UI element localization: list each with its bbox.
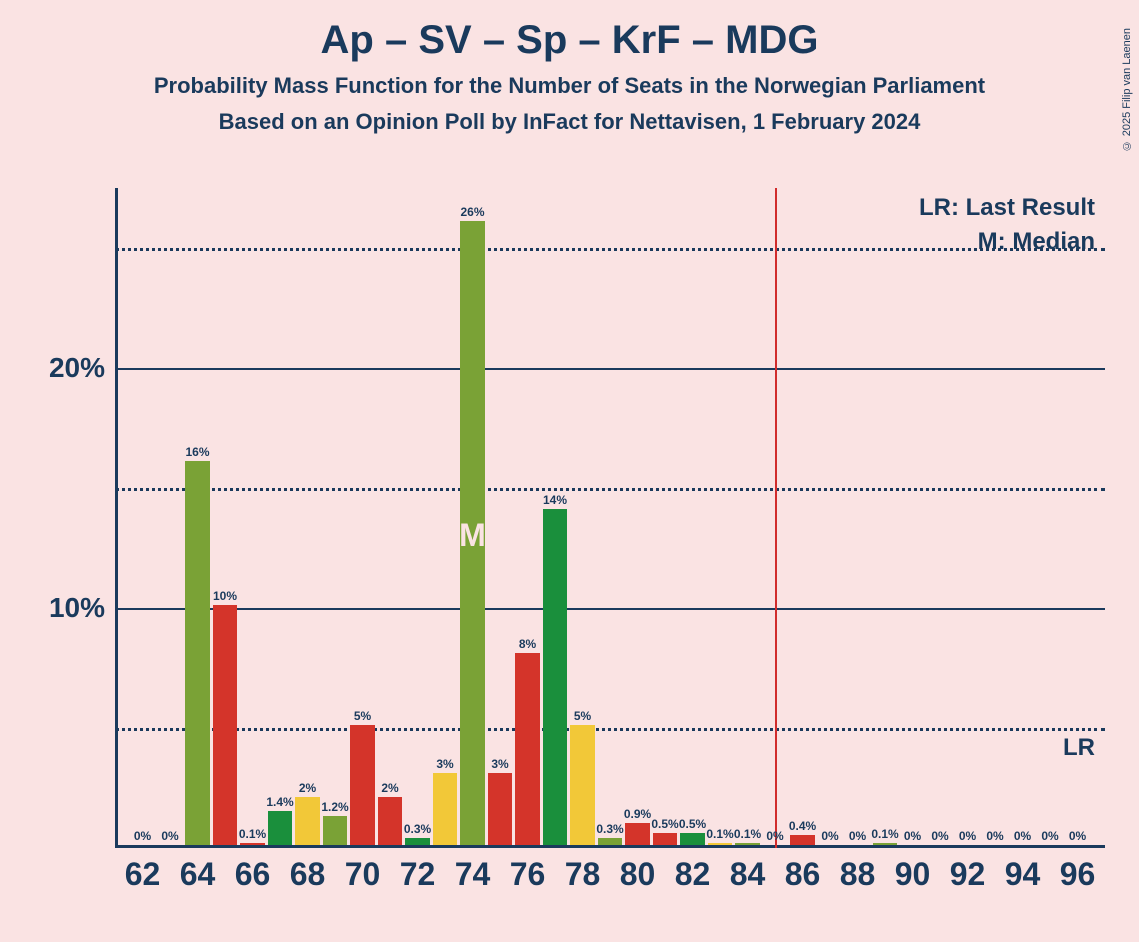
- grid-line-minor: [115, 248, 1105, 251]
- chart-subtitle-2: Based on an Opinion Poll by InFact for N…: [0, 109, 1139, 135]
- bar-value-label: 0%: [134, 829, 151, 843]
- x-axis-label: 92: [950, 856, 986, 893]
- bar-value-label: 0%: [766, 829, 783, 843]
- x-axis-label: 84: [730, 856, 766, 893]
- x-axis-label: 82: [675, 856, 711, 893]
- median-marker: M: [459, 517, 486, 554]
- bar: [873, 843, 898, 845]
- bar: [653, 833, 678, 845]
- bar: [708, 843, 733, 845]
- bar-value-label: 0%: [161, 829, 178, 843]
- bar-value-label: 16%: [185, 445, 209, 459]
- bar-value-label: 1.4%: [266, 795, 293, 809]
- bar-value-label: 10%: [213, 589, 237, 603]
- bar-value-label: 0%: [1014, 829, 1031, 843]
- bar-value-label: 0%: [986, 829, 1003, 843]
- grid-line: [115, 368, 1105, 370]
- x-axis-label: 74: [455, 856, 491, 893]
- y-axis-label: 10%: [49, 592, 105, 624]
- chart-plot-area: LR: Last Result M: Median 10%20%LR0%0%16…: [115, 188, 1105, 848]
- bar-value-label: 0.5%: [651, 817, 678, 831]
- bar-value-label: 0.5%: [679, 817, 706, 831]
- bar: [405, 838, 430, 845]
- bar-value-label: 3%: [491, 757, 508, 771]
- bar: [515, 653, 540, 845]
- bar-value-label: 0.4%: [789, 819, 816, 833]
- bar-value-label: 0%: [1069, 829, 1086, 843]
- x-axis-label: 80: [620, 856, 656, 893]
- x-axis-label: 78: [565, 856, 601, 893]
- bar: [295, 797, 320, 845]
- x-axis-label: 90: [895, 856, 931, 893]
- x-axis-label: 66: [235, 856, 271, 893]
- bar: [625, 823, 650, 845]
- bar-value-label: 1.2%: [321, 800, 348, 814]
- bar-value-label: 0%: [1041, 829, 1058, 843]
- x-axis-label: 64: [180, 856, 216, 893]
- bar-value-label: 0.1%: [706, 827, 733, 841]
- bar-value-label: 0%: [959, 829, 976, 843]
- bar: [543, 509, 568, 845]
- bar-value-label: 2%: [299, 781, 316, 795]
- bar-value-label: 0.1%: [871, 827, 898, 841]
- bar: [488, 773, 513, 845]
- x-axis-label: 94: [1005, 856, 1041, 893]
- copyright-text: © 2025 Filip van Laenen: [1121, 28, 1133, 151]
- x-axis-label: 86: [785, 856, 821, 893]
- bar-value-label: 0.3%: [596, 822, 623, 836]
- bar-value-label: 5%: [354, 709, 371, 723]
- bar-value-label: 0.1%: [734, 827, 761, 841]
- grid-line: [115, 608, 1105, 610]
- x-axis-label: 72: [400, 856, 436, 893]
- last-result-line: [775, 188, 777, 848]
- bar: [433, 773, 458, 845]
- bar: [240, 843, 265, 845]
- chart-title: Ap – SV – Sp – KrF – MDG: [0, 18, 1139, 63]
- bar-value-label: 0%: [904, 829, 921, 843]
- bar: [680, 833, 705, 845]
- x-axis-label: 70: [345, 856, 381, 893]
- x-axis-label: 68: [290, 856, 326, 893]
- bar: [790, 835, 815, 845]
- x-axis-label: 62: [125, 856, 161, 893]
- bar: [570, 725, 595, 845]
- bar-value-label: 0.3%: [404, 822, 431, 836]
- x-axis-label: 96: [1060, 856, 1096, 893]
- bar-value-label: 5%: [574, 709, 591, 723]
- x-axis: [115, 845, 1105, 848]
- bar: [323, 816, 348, 845]
- bar-value-label: 8%: [519, 637, 536, 651]
- legend-lr: LR: Last Result: [919, 194, 1095, 222]
- bar-value-label: 0%: [931, 829, 948, 843]
- bar: [598, 838, 623, 845]
- bar: [350, 725, 375, 845]
- bar-value-label: 0%: [849, 829, 866, 843]
- lr-marker: LR: [1063, 734, 1095, 762]
- chart-subtitle-1: Probability Mass Function for the Number…: [0, 73, 1139, 99]
- bar-value-label: 14%: [543, 493, 567, 507]
- bar: [268, 811, 293, 845]
- legend-median: M: Median: [978, 228, 1095, 256]
- y-axis: [115, 188, 118, 848]
- x-axis-label: 76: [510, 856, 546, 893]
- bar-value-label: 2%: [381, 781, 398, 795]
- bar: [185, 461, 210, 845]
- bar-value-label: 0.1%: [239, 827, 266, 841]
- bar: [378, 797, 403, 845]
- bar-value-label: 0%: [821, 829, 838, 843]
- bar-value-label: 26%: [460, 205, 484, 219]
- bar: [735, 843, 760, 845]
- grid-line-minor: [115, 488, 1105, 491]
- y-axis-label: 20%: [49, 352, 105, 384]
- x-axis-label: 88: [840, 856, 876, 893]
- grid-line-minor: [115, 728, 1105, 731]
- x-axis-labels: 62 64 66 68 70 72 74 76 78 80 82 84 86 88 90 92 94 96: [115, 856, 1105, 906]
- bar: [213, 605, 238, 845]
- bar-value-label: 0.9%: [624, 807, 651, 821]
- bar-value-label: 3%: [436, 757, 453, 771]
